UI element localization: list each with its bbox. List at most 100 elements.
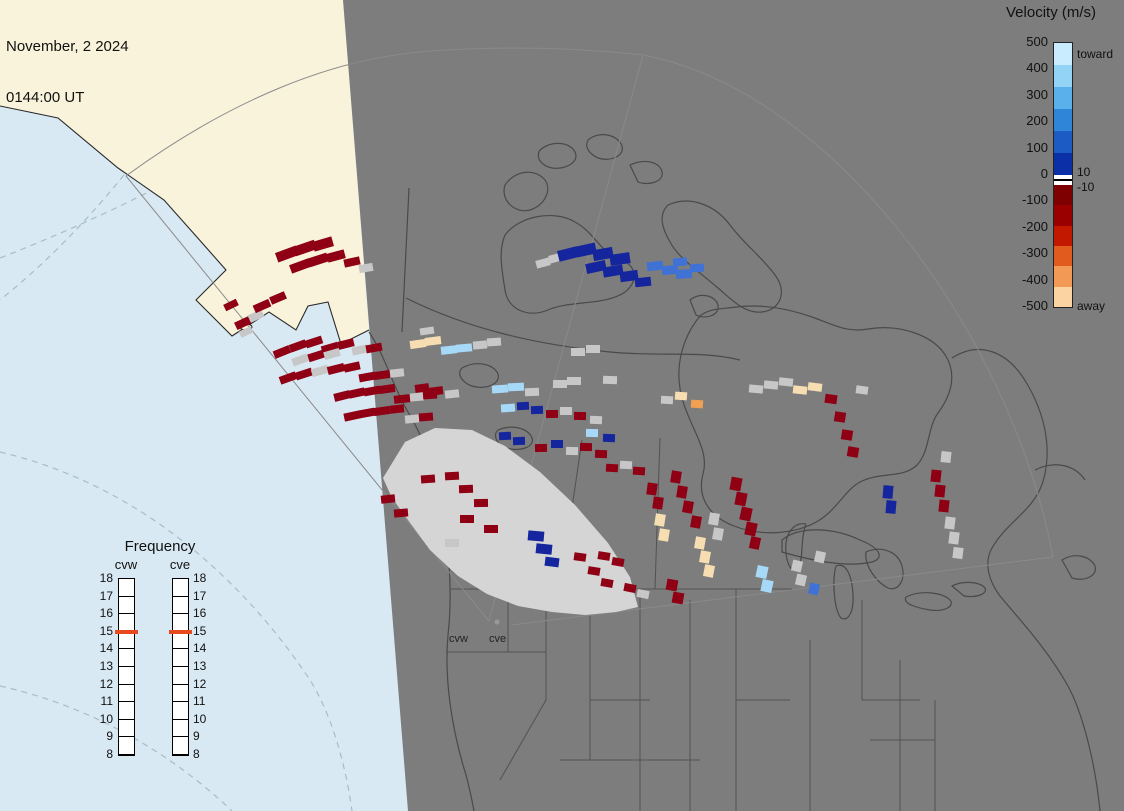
freq-marker xyxy=(115,629,138,634)
velocity-tick-label: 100 xyxy=(1026,139,1048,155)
velocity-cell xyxy=(571,348,585,356)
velocity-cell xyxy=(486,337,502,347)
neg-threshold-label: -10 xyxy=(1077,180,1095,194)
colorbar-segment-toward xyxy=(1054,131,1072,153)
freq-tick-label: 11 xyxy=(100,694,113,709)
freq-bar-segment xyxy=(119,649,134,667)
velocity-cell xyxy=(444,389,460,399)
gulf-st-lawrence xyxy=(1034,464,1086,481)
velocity-tick-label: -500 xyxy=(1021,298,1048,313)
velocity-cell xyxy=(516,401,530,411)
velocity-cell xyxy=(671,591,685,605)
velocity-cell xyxy=(712,527,724,541)
arctic-coast xyxy=(405,297,741,361)
velocity-cell xyxy=(619,460,633,470)
frequency-legend: Frequency cvw cve 18 17 16 15 14 13 12 11 10 9 8 1… xyxy=(85,538,235,783)
freq-bar-segment xyxy=(119,596,134,615)
freq-tick-label: 12 xyxy=(99,676,113,691)
velocity-tick-label: -200 xyxy=(1021,218,1048,234)
southampton-island xyxy=(689,294,719,318)
velocity-tick-label: 0 xyxy=(1040,166,1048,181)
velocity-cell xyxy=(358,407,376,419)
freq-bar-segment xyxy=(173,684,188,703)
velocity-cell xyxy=(363,385,381,397)
velocity-cell xyxy=(813,550,827,564)
velocity-cell xyxy=(734,491,748,507)
velocity-cell xyxy=(573,411,587,421)
site-label-cvw: cvw xyxy=(449,633,468,645)
velocity-tick-label: 400 xyxy=(1026,60,1048,76)
site-label-cve: cve xyxy=(489,633,507,645)
fov-edge-east xyxy=(511,556,1054,626)
velocity-cell xyxy=(689,263,705,273)
freq-tick-label: 18 xyxy=(99,571,113,585)
velocity-cell xyxy=(948,531,960,545)
velocity-tick-label: 200 xyxy=(1026,113,1048,129)
velocity-cell xyxy=(708,512,720,526)
freq-bar-cve xyxy=(169,578,192,756)
velocity-cell xyxy=(619,269,639,283)
velocity-cell xyxy=(409,392,425,402)
velocity-cell xyxy=(938,499,950,513)
velocity-cell xyxy=(414,383,430,393)
velocity-cell xyxy=(676,485,688,499)
velocity-tick-label: 500 xyxy=(1026,34,1048,49)
velocity-cell xyxy=(380,494,396,504)
velocity-cell xyxy=(944,516,956,530)
velocity-cell xyxy=(460,515,474,523)
freq-tick-label: 13 xyxy=(193,659,207,673)
velocity-cell xyxy=(579,442,593,452)
velocity-cell xyxy=(440,345,458,355)
velocity-cell xyxy=(524,387,540,397)
velocity-cell xyxy=(930,469,942,483)
freq-tick-label: 16 xyxy=(193,606,207,621)
velocity-colorbar xyxy=(1053,42,1073,308)
velocity-cell xyxy=(690,399,704,409)
freq-bar-segment xyxy=(173,702,188,720)
velocity-cell xyxy=(560,407,572,415)
velocity-cell xyxy=(597,551,611,561)
velocity-legend: Velocity (m/s) 500 400 300 200 100 0 -100 -200 -… xyxy=(998,4,1124,338)
velocity-cell xyxy=(393,508,409,518)
velocity-cell xyxy=(702,564,716,578)
velocity-cell xyxy=(634,276,652,288)
velocity-cell xyxy=(455,343,473,353)
velocity-cell xyxy=(337,338,355,350)
graticule-arc xyxy=(0,451,353,811)
velocity-cell xyxy=(807,582,821,596)
velocity-cell xyxy=(602,433,616,443)
velocity-cell xyxy=(404,414,420,424)
pos-threshold-label: 10 xyxy=(1077,165,1091,179)
freq-tick-label: 17 xyxy=(193,588,207,603)
freq-tick-label: 11 xyxy=(193,694,206,709)
radar-site-marker xyxy=(494,619,500,625)
freq-tick-label: 9 xyxy=(106,729,113,744)
velocity-cell xyxy=(551,440,563,448)
velocity-cell xyxy=(729,476,743,492)
velocity-cell xyxy=(589,415,603,425)
date-label: November, 2 2024 xyxy=(6,38,129,55)
velocity-cell xyxy=(458,484,474,494)
lake-huron xyxy=(865,548,904,590)
colorbar-segment-toward xyxy=(1054,109,1072,131)
toward-label: toward xyxy=(1077,47,1114,61)
velocity-cell xyxy=(794,573,808,587)
velocity-cell xyxy=(600,578,614,588)
lake-erie xyxy=(904,592,952,611)
great-bear-lake xyxy=(459,363,499,388)
baffin-island xyxy=(661,200,782,313)
velocity-cell xyxy=(312,236,334,252)
velocity-cell xyxy=(269,291,287,305)
great-slave-lake xyxy=(494,426,533,450)
velocity-cell xyxy=(445,539,459,547)
state-border xyxy=(499,589,547,781)
velocity-cell xyxy=(565,446,579,456)
velocity-cell xyxy=(882,485,894,499)
velocity-cell xyxy=(602,264,624,278)
velocity-cell xyxy=(585,260,607,274)
velocity-cell xyxy=(333,390,351,402)
freq-bar-segment xyxy=(173,737,188,755)
freq-tick-label: 10 xyxy=(193,711,207,726)
freq-tick-label: 12 xyxy=(193,676,207,691)
velocity-cell xyxy=(491,384,509,394)
